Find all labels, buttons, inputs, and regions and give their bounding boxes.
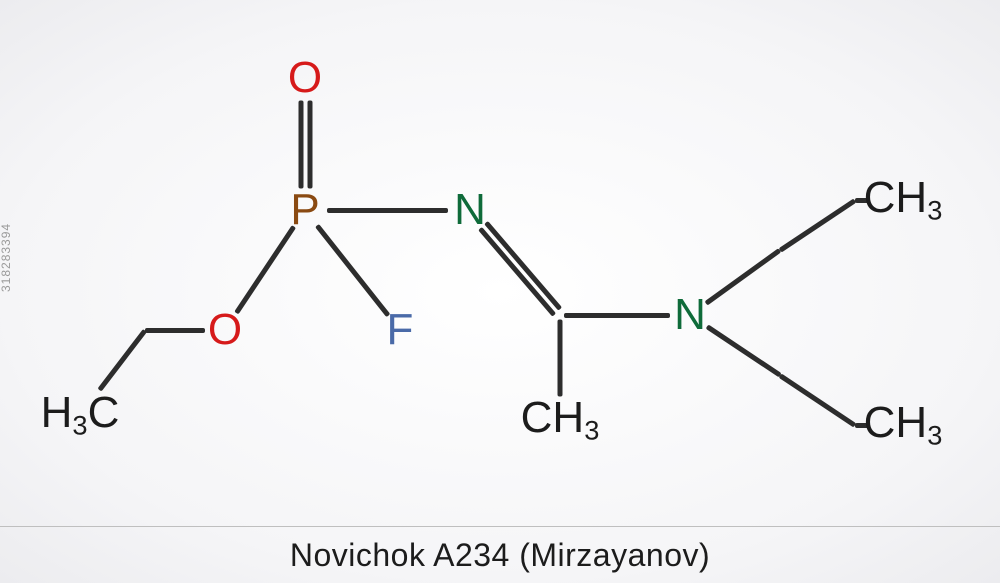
atom-N1: N: [454, 188, 486, 232]
bond-line: [705, 248, 782, 305]
bond-line: [234, 225, 296, 314]
bond-line: [485, 221, 563, 311]
atom-N2: N: [674, 293, 706, 337]
bond-line: [558, 319, 563, 396]
bond-line: [97, 328, 147, 391]
atom-H3C_w: H3C: [41, 391, 120, 439]
bond-line: [315, 224, 390, 317]
bond-line: [779, 373, 857, 427]
bond-line: [145, 328, 205, 333]
atom-F: F: [387, 308, 414, 352]
bond-line: [779, 198, 857, 252]
bond-line: [564, 313, 670, 318]
bond-line: [327, 208, 448, 213]
diagram-stage: O P F O H3C N CH3 N CH3 CH3: [0, 0, 1000, 583]
atom-CH3_m: CH3: [521, 396, 600, 444]
atom-O_dbl: O: [288, 56, 322, 100]
caption-text: Novichok A234 (Mirzayanov): [290, 537, 710, 574]
bond-line: [307, 100, 312, 188]
bond-line: [298, 100, 303, 188]
caption-bar: Novichok A234 (Mirzayanov): [0, 526, 1000, 583]
atom-P: P: [290, 188, 319, 232]
bond-line: [705, 324, 781, 377]
atom-CH3_b: CH3: [864, 401, 943, 449]
atom-O_eth: O: [208, 308, 242, 352]
watermark-id: 318283394: [0, 222, 13, 291]
bond-line: [478, 226, 556, 316]
atom-CH3_t: CH3: [864, 176, 943, 224]
